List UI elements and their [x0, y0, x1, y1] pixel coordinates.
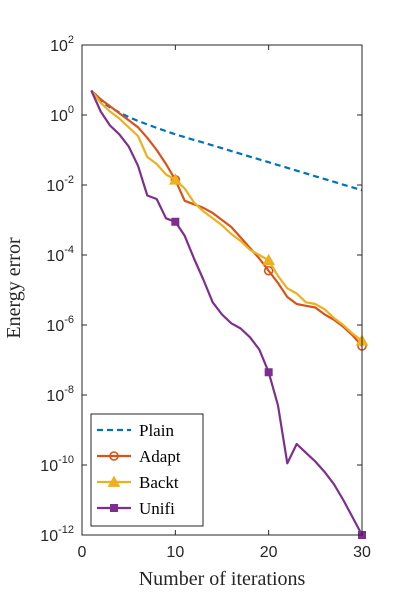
- marker-unifi-x20: [264, 368, 273, 377]
- y-tick-label: 10-6: [46, 314, 74, 335]
- y-tick-label: 10-4: [46, 244, 74, 265]
- x-axis-title: Number of iterations: [139, 568, 306, 590]
- y-tick-label: 10-2: [46, 174, 74, 195]
- series-line-plain: [90, 89, 363, 192]
- marker-backt-x20: [262, 253, 276, 266]
- y-tick-label: 10-10: [40, 454, 74, 475]
- x-tick-label: 0: [78, 544, 87, 561]
- legend-label-unifi: Unifi: [139, 499, 175, 518]
- y-axis-title: Energy error: [3, 237, 25, 339]
- y-tick-label: 10-8: [46, 384, 74, 405]
- marker-unifi-x10: [171, 217, 180, 226]
- legend-label-backt: Backt: [139, 473, 179, 492]
- legend-item-adapt: Adapt: [97, 447, 181, 466]
- legend-marker-adapt: [109, 451, 119, 461]
- marker-adapt-x20: [263, 265, 274, 276]
- legend-label-adapt: Adapt: [139, 447, 181, 466]
- legend-label-plain: Plain: [139, 421, 174, 440]
- axes: [81, 44, 363, 536]
- legend-marker-backt: [107, 475, 121, 487]
- marker-backt-x10: [168, 173, 182, 185]
- series-line-unifi: [90, 90, 363, 536]
- y-tick-label: 100: [50, 104, 74, 125]
- legend-item-unifi: Unifi: [97, 499, 175, 518]
- legend: Plain Adapt Backt Unifi: [90, 413, 204, 527]
- legend-item-plain: Plain: [97, 421, 174, 440]
- legend-marker-unifi: [110, 504, 118, 512]
- y-tick-label: 102: [50, 34, 74, 55]
- x-tick-label: 10: [166, 544, 184, 561]
- legend-item-backt: Backt: [97, 473, 179, 492]
- series-plain: [90, 89, 363, 192]
- x-tick-label: 20: [260, 544, 278, 561]
- series-line-adapt: [90, 89, 363, 347]
- series-line-backt: [90, 89, 363, 342]
- axes-box: [81, 44, 363, 536]
- tick-labels: 0 10 20 30 102 100 10-2 10-4 10-6 10-8 10-10 10-12: [40, 34, 371, 561]
- y-tick-label: 10-12: [40, 524, 74, 545]
- x-tick-label: 30: [353, 544, 371, 561]
